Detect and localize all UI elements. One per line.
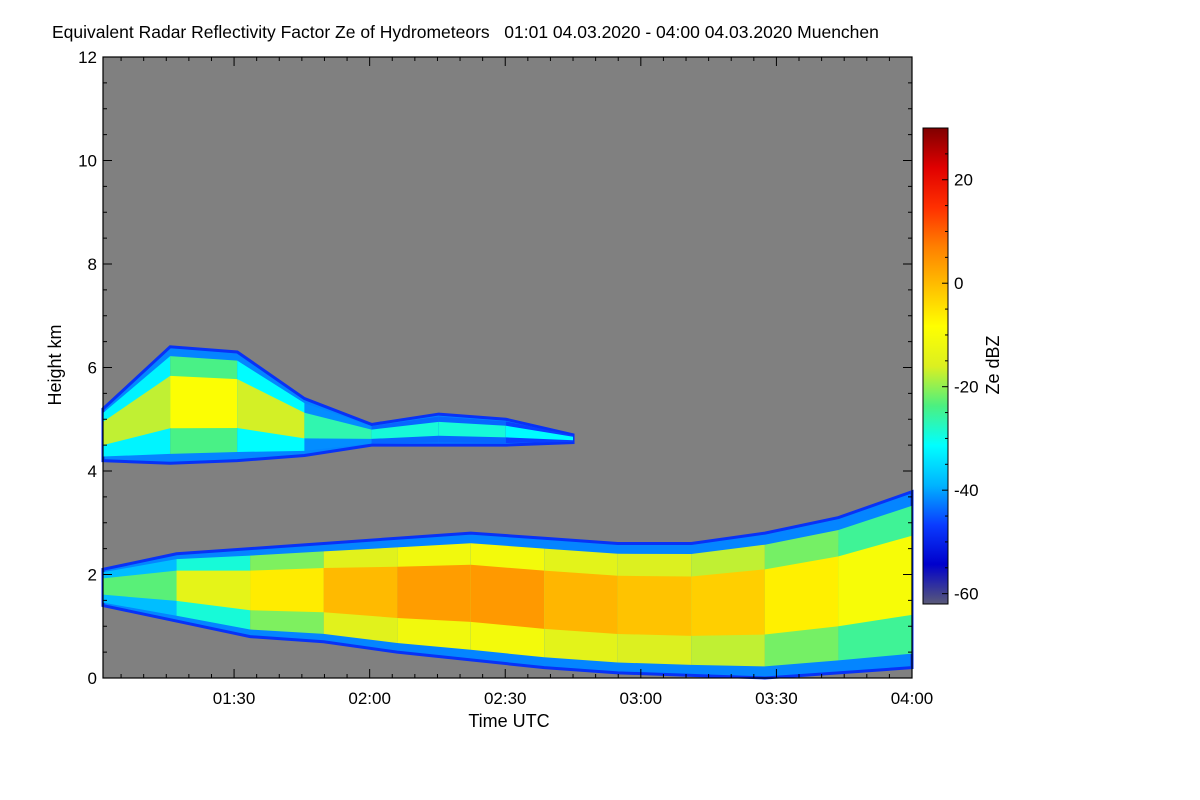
echo-layer-1 (101, 345, 575, 465)
echo-cell-core (103, 375, 171, 446)
y-tick-label: 2 (88, 566, 97, 585)
colorbar-tick-label: -60 (954, 585, 979, 604)
echo-cell-core (176, 570, 251, 611)
echo-cell-core (764, 556, 839, 635)
x-tick-label: 03:00 (620, 689, 663, 708)
echo-cell-core (838, 535, 912, 627)
chart-title: Equivalent Radar Reflectivity Factor Ze … (52, 22, 879, 42)
colorbar-label: Ze dBZ (983, 335, 1003, 394)
colorbar-tick-label: -20 (954, 378, 979, 397)
y-tick-label: 4 (88, 462, 97, 481)
colorbar-tick-label: -40 (954, 481, 979, 500)
x-tick-label: 01:30 (213, 689, 256, 708)
y-tick-label: 8 (88, 255, 97, 274)
echo-cell-core (617, 575, 692, 636)
echo-cell-core (691, 569, 765, 636)
colorbar: -60 -40 -20 0 20 (922, 127, 979, 605)
echo-cell-core (371, 421, 439, 439)
echo-cell-core (323, 566, 398, 618)
y-tick-label: 12 (78, 48, 97, 67)
y-tick-label: 0 (88, 669, 97, 688)
colorbar-bar (922, 127, 949, 605)
echo-cell-core (470, 564, 545, 629)
axes: 0 2 4 6 8 10 12 01:30 02:00 02:30 03:00 03:30 04:00 (78, 48, 933, 708)
echo-cell-core (544, 570, 618, 635)
y-tick-label: 6 (88, 359, 97, 378)
colorbar-tick-label: 0 (954, 274, 963, 293)
y-axis-label: Height km (45, 324, 65, 405)
echo-cell-core (237, 379, 305, 439)
x-tick-label: 03:30 (755, 689, 798, 708)
echo-cell-core (304, 412, 372, 439)
plot-area (101, 57, 914, 680)
echo-cell-core (250, 568, 324, 613)
echo-cell-core (170, 375, 238, 429)
echo-cell-core (397, 564, 471, 622)
x-tick-label: 04:00 (891, 689, 934, 708)
echo-cell-core (103, 570, 177, 601)
echo-cell-core (505, 425, 574, 441)
y-tick-label: 10 (78, 152, 97, 171)
x-tick-label: 02:00 (348, 689, 391, 708)
colorbar-tick-label: 20 (954, 171, 973, 190)
echo-cell-core (438, 421, 506, 438)
x-tick-label: 02:30 (484, 689, 527, 708)
x-axis-label: Time UTC (468, 711, 549, 731)
